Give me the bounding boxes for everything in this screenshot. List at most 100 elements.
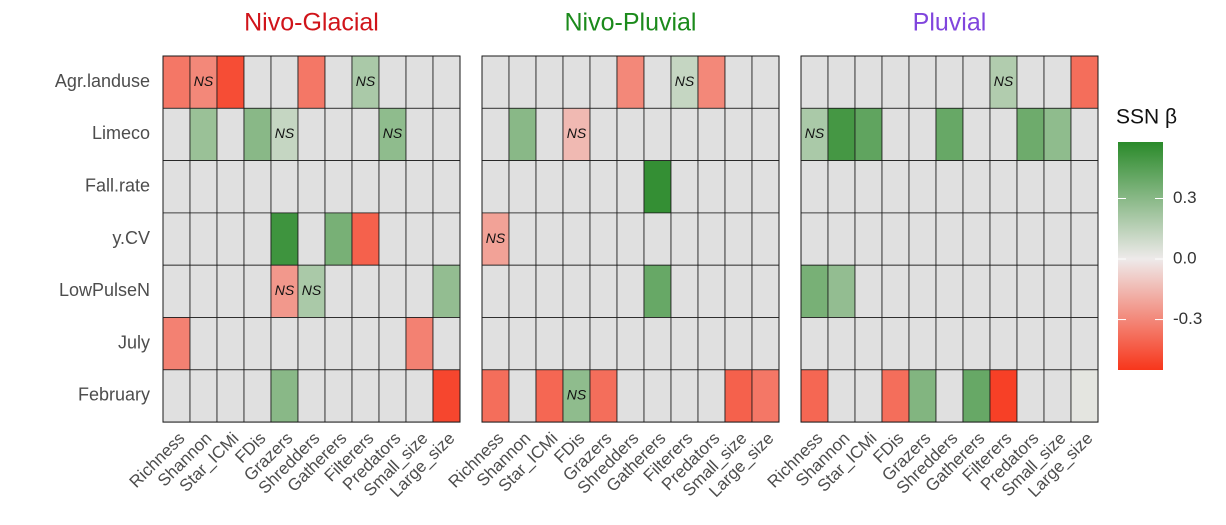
empty-cell <box>405 160 434 214</box>
empty-cell <box>962 160 991 214</box>
colorbar-tick-label: 0.0 <box>1173 249 1197 268</box>
empty-cell <box>908 317 937 371</box>
empty-cell <box>351 264 380 318</box>
empty-cell <box>908 107 937 162</box>
empty-cell <box>216 264 245 318</box>
empty-cell <box>643 107 672 162</box>
empty-cell <box>908 264 937 318</box>
empty-cell <box>508 55 537 109</box>
heat-cell <box>162 317 191 371</box>
empty-cell <box>589 212 618 266</box>
empty-cell <box>1043 55 1072 109</box>
empty-cell <box>989 107 1018 162</box>
cell-label: NS <box>383 125 403 141</box>
y-tick-label: y.CV <box>112 228 150 248</box>
heat-cell <box>724 369 753 423</box>
heat-cell <box>351 55 380 109</box>
empty-cell <box>697 212 726 266</box>
cell-label: NS <box>567 125 587 141</box>
empty-cell <box>216 107 245 162</box>
cell-label: NS <box>486 230 506 246</box>
empty-cell <box>697 107 726 162</box>
empty-cell <box>724 160 753 214</box>
empty-cell <box>324 369 353 423</box>
empty-cell <box>508 369 537 423</box>
cell-label: NS <box>805 125 825 141</box>
empty-cell <box>297 107 326 162</box>
empty-cell <box>724 107 753 162</box>
heat-cell <box>935 107 964 162</box>
empty-cell <box>989 212 1018 266</box>
empty-cell <box>535 264 564 318</box>
empty-cell <box>962 55 991 109</box>
empty-cell <box>962 264 991 318</box>
empty-cell <box>270 317 299 371</box>
empty-cell <box>297 369 326 423</box>
empty-cell <box>432 317 461 371</box>
empty-cell <box>589 264 618 318</box>
empty-cell <box>616 212 645 266</box>
empty-cell <box>935 317 964 371</box>
empty-cell <box>562 212 591 266</box>
empty-cell <box>216 212 245 266</box>
empty-cell <box>881 317 910 371</box>
empty-cell <box>378 369 407 423</box>
empty-cell <box>432 212 461 266</box>
heat-cell <box>351 212 380 266</box>
empty-cell <box>189 369 218 423</box>
empty-cell <box>881 160 910 214</box>
empty-cell <box>751 264 780 318</box>
empty-cell <box>351 160 380 214</box>
empty-cell <box>724 264 753 318</box>
empty-cell <box>1070 160 1099 214</box>
empty-cell <box>908 160 937 214</box>
empty-cell <box>697 369 726 423</box>
heat-cell <box>189 55 218 109</box>
empty-cell <box>432 55 461 109</box>
empty-cell <box>324 107 353 162</box>
facet-title: Nivo-Glacial <box>244 9 379 37</box>
empty-cell <box>405 212 434 266</box>
empty-cell <box>562 264 591 318</box>
empty-cell <box>827 160 856 214</box>
y-tick-label: Fall.rate <box>85 176 150 196</box>
empty-cell <box>989 160 1018 214</box>
empty-cell <box>162 369 191 423</box>
empty-cell <box>827 317 856 371</box>
empty-cell <box>724 55 753 109</box>
empty-cell <box>481 264 510 318</box>
empty-cell <box>535 160 564 214</box>
colorbar-tick-label: 0.3 <box>1173 188 1197 207</box>
empty-cell <box>535 55 564 109</box>
empty-cell <box>1016 160 1045 214</box>
empty-cell <box>908 55 937 109</box>
cell-label: NS <box>302 282 322 298</box>
empty-cell <box>616 107 645 162</box>
y-tick-label: February <box>78 385 150 405</box>
empty-cell <box>827 369 856 423</box>
heat-cell <box>1016 107 1045 162</box>
empty-cell <box>751 160 780 214</box>
heat-cell <box>1070 55 1099 109</box>
empty-cell <box>297 317 326 371</box>
empty-cell <box>827 55 856 109</box>
empty-cell <box>243 55 272 109</box>
empty-cell <box>751 107 780 162</box>
empty-cell <box>189 317 218 371</box>
empty-cell <box>432 107 461 162</box>
heat-cell <box>270 212 299 266</box>
empty-cell <box>481 55 510 109</box>
heat-cell <box>270 369 299 423</box>
empty-cell <box>324 264 353 318</box>
empty-cell <box>854 317 883 371</box>
empty-cell <box>724 317 753 371</box>
empty-cell <box>1016 264 1045 318</box>
empty-cell <box>751 317 780 371</box>
heat-cell <box>508 107 537 162</box>
cell-label: NS <box>675 73 695 89</box>
heat-cell <box>1070 369 1099 423</box>
empty-cell <box>535 107 564 162</box>
heat-cell <box>697 55 726 109</box>
empty-cell <box>697 160 726 214</box>
empty-cell <box>800 160 829 214</box>
